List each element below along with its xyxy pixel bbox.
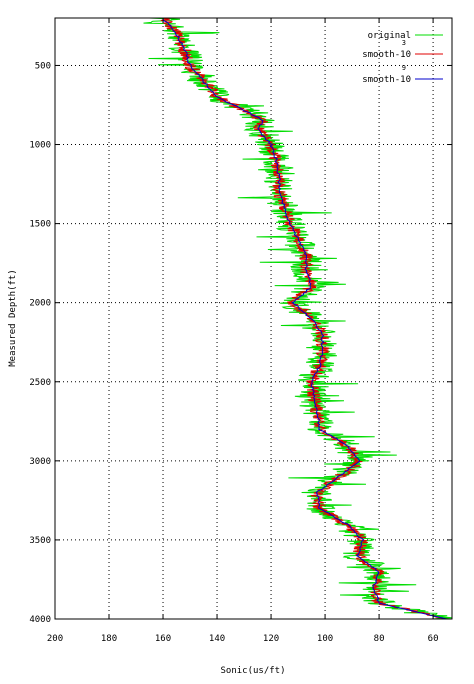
y-tick-label: 2000 [29, 299, 51, 309]
x-tick-label: 160 [155, 634, 171, 644]
x-tick-label: 140 [209, 634, 225, 644]
series-line-0 [143, 17, 453, 620]
y-tick-label: 500 [35, 61, 51, 71]
x-tick-label: 180 [101, 634, 117, 644]
x-axis-title: Sonic(us/ft) [220, 666, 285, 676]
y-tick-label: 3500 [29, 536, 51, 546]
y-tick-label: 1000 [29, 141, 51, 151]
y-tick-label: 4000 [29, 615, 51, 625]
x-tick-label: 200 [47, 634, 63, 644]
grid-lines [54, 18, 452, 620]
axis-ticks: 200 180 160 140 120 100 80 60 500 1000 1500 2000 250… [29, 18, 452, 644]
series-lines [143, 17, 453, 620]
x-tick-label: 80 [374, 634, 385, 644]
legend-sup-smooth-3: 3 [402, 39, 406, 47]
y-tick-label: 1500 [29, 220, 51, 230]
plot-frame [54, 17, 453, 620]
y-tick-label: 2500 [29, 378, 51, 388]
y-axis-title: Measured Depth(ft) [8, 269, 18, 367]
series-line-1 [160, 17, 447, 620]
legend-label-original: original [368, 31, 411, 41]
legend-sup-smooth-9: 9 [402, 64, 406, 72]
legend: original 3 smooth-10 9 smooth-10 [362, 31, 443, 85]
legend-label-smooth-3: smooth-10 [362, 50, 411, 60]
series-line-2 [162, 18, 447, 620]
x-tick-label: 60 [428, 634, 439, 644]
x-tick-label: 120 [263, 634, 279, 644]
x-tick-label: 100 [317, 634, 333, 644]
legend-label-smooth-9: smooth-10 [362, 75, 411, 85]
y-tick-label: 3000 [29, 457, 51, 467]
